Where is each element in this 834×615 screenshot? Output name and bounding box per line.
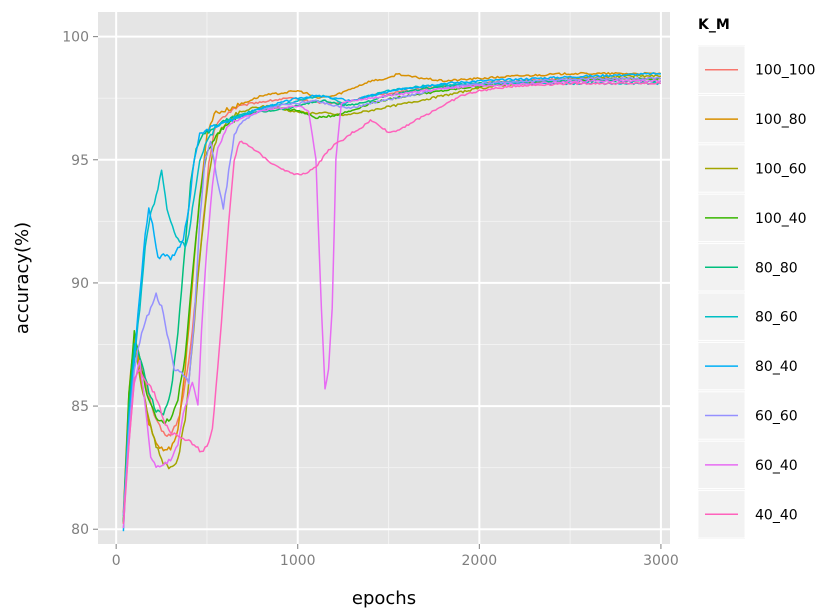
- series-lines: [122, 71, 662, 532]
- x-tick-label: 1000: [280, 553, 316, 569]
- y-tick-label: 85: [71, 399, 89, 415]
- x-tick-label: 3000: [643, 553, 679, 569]
- legend-label: 100_80: [755, 112, 807, 128]
- y-axis-title: accuracy(%): [12, 222, 33, 334]
- legend-label: 80_60: [755, 310, 798, 326]
- legend-label: 80_40: [755, 359, 798, 375]
- y-tick-label: 100: [62, 30, 89, 46]
- series-line-60_40: [122, 79, 662, 529]
- legend-label: 100_100: [755, 63, 815, 79]
- legend-items: 100_100 100_80 100_60 100_40 80_80 80_60 80_40…: [697, 45, 815, 539]
- legend-label: 100_40: [755, 211, 807, 227]
- legend-label: 60_40: [755, 458, 798, 474]
- x-tick-label: 0: [112, 553, 121, 569]
- series-line-60_60: [122, 76, 662, 516]
- series-line-40_40: [122, 81, 662, 525]
- legend-label: 40_40: [755, 507, 798, 523]
- y-axis-ticks: 80 85 90 95 100: [62, 30, 98, 538]
- legend-label: 80_80: [755, 260, 798, 276]
- legend-title: K_M: [698, 17, 730, 33]
- series-line-80_40: [122, 72, 662, 532]
- minor-gridlines: [98, 12, 670, 544]
- legend-label: 60_60: [755, 409, 798, 425]
- x-tick-label: 2000: [462, 553, 498, 569]
- legend: K_M 100_100 100_80 100_60 100_40 80_80 80_60 8…: [697, 17, 815, 539]
- x-axis-title: epochs: [352, 588, 416, 609]
- series-line-100_80: [122, 71, 662, 513]
- y-tick-label: 90: [71, 276, 89, 292]
- y-tick-label: 95: [71, 153, 89, 169]
- y-tick-label: 80: [71, 522, 89, 538]
- legend-label: 100_60: [755, 162, 807, 178]
- x-axis-ticks: 0 1000 2000 3000: [112, 544, 679, 569]
